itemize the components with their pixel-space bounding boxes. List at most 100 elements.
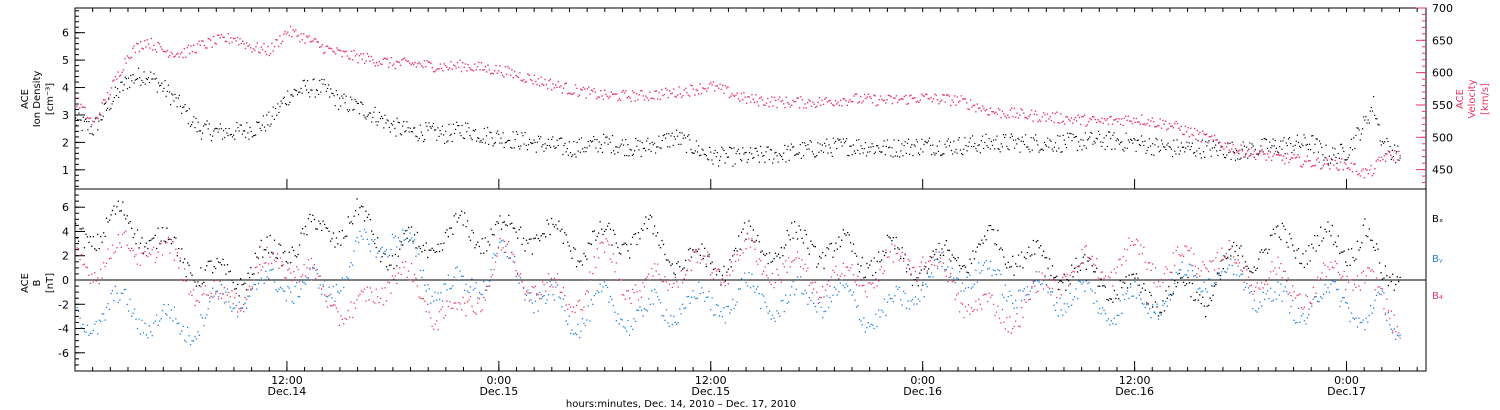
by-point (1196, 276, 1198, 278)
bz-point (1118, 259, 1120, 261)
bx-point (1303, 266, 1305, 268)
density-point (1125, 132, 1127, 134)
bx-point (360, 205, 363, 207)
bx-point (966, 271, 968, 273)
bx-point (461, 210, 463, 212)
velocity-point (719, 83, 721, 85)
by-point (1258, 307, 1260, 310)
by-point (777, 312, 780, 314)
bx-point (506, 225, 508, 227)
by-point (758, 293, 760, 295)
bx-point (617, 246, 619, 249)
by-point (948, 258, 950, 261)
bx-point (458, 217, 460, 219)
bz-point (418, 296, 420, 298)
bz-point (175, 248, 177, 250)
bz-point (802, 268, 805, 270)
bx-point (331, 238, 333, 240)
bz-point (178, 267, 180, 269)
velocity-point (797, 97, 799, 99)
by-point (627, 319, 629, 322)
bx-point (1069, 283, 1071, 285)
density-point (1318, 140, 1321, 142)
by-point (587, 305, 589, 307)
bz-point (349, 316, 351, 318)
velocity-point (97, 117, 99, 120)
by-point (369, 250, 371, 252)
bz-point (556, 273, 559, 275)
by-point (1016, 307, 1018, 309)
bz-point (811, 282, 813, 284)
velocity-point (918, 101, 920, 104)
density-point (814, 156, 816, 158)
density-point (628, 155, 630, 157)
velocity-point (895, 95, 898, 97)
bx-point (365, 210, 367, 212)
velocity-point (268, 54, 270, 57)
by-point (187, 326, 189, 329)
by-point (1062, 314, 1064, 316)
velocity-point (409, 62, 411, 64)
bx-point (1297, 247, 1300, 250)
density-tick-label: 5 (62, 54, 69, 67)
bz-point (768, 281, 771, 283)
by-point (606, 286, 609, 289)
bz-point (696, 261, 698, 263)
density-point (817, 142, 819, 144)
density-point (769, 148, 771, 151)
velocity-point (153, 44, 155, 47)
velocity-point (806, 101, 809, 104)
density-point (292, 95, 294, 97)
density-point (1171, 156, 1174, 158)
bz-point (150, 254, 152, 256)
velocity-point (862, 100, 864, 102)
velocity-point (1107, 123, 1110, 125)
velocity-point (1330, 157, 1332, 160)
by-point (422, 269, 424, 272)
bz-point (1009, 316, 1011, 318)
bz-point (869, 282, 871, 284)
density-point (1210, 155, 1212, 157)
bx-point (319, 223, 321, 225)
velocity-point (647, 99, 650, 102)
velocity-point (702, 87, 704, 89)
by-point (780, 300, 782, 302)
bx-point (1393, 289, 1395, 291)
by-point (739, 288, 741, 290)
bx-point (556, 228, 559, 230)
bx-point (533, 237, 535, 240)
by-point (823, 311, 825, 313)
by-point (497, 246, 500, 248)
bz-point (583, 306, 585, 308)
by-point (967, 286, 970, 289)
bx-point (312, 214, 314, 216)
density-point (122, 89, 124, 91)
bx-point (760, 251, 762, 253)
bz-point (1185, 246, 1188, 248)
bz-point (1015, 320, 1017, 322)
velocity-point (696, 89, 699, 92)
by-point (225, 291, 227, 293)
bx-point (751, 239, 753, 242)
bz-point (639, 290, 641, 292)
velocity-point (1351, 171, 1354, 173)
bz-point (715, 270, 718, 272)
bx-point (1209, 297, 1211, 299)
by-point (724, 322, 726, 324)
bx-point (1342, 251, 1344, 253)
bz-point (872, 282, 874, 284)
bx-point (1159, 311, 1161, 313)
bz-point (928, 260, 930, 263)
velocity-point (141, 47, 143, 49)
by-point (1051, 291, 1054, 293)
bz-point (592, 273, 594, 275)
density-point (372, 116, 374, 119)
density-point (269, 125, 271, 127)
bz-point (1343, 270, 1345, 273)
bx-point (1047, 267, 1049, 269)
bz-point (1150, 269, 1152, 271)
bz-point (1057, 281, 1059, 284)
by-point (260, 277, 262, 279)
bz-point (494, 261, 497, 263)
bz-point (989, 296, 992, 298)
